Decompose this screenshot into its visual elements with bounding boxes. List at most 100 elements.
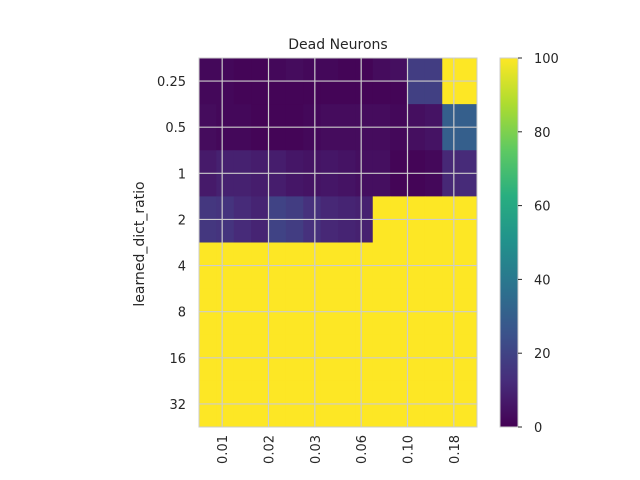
heatmap-cell bbox=[268, 403, 287, 428]
heatmap-cell bbox=[285, 104, 304, 128]
heatmap-cell bbox=[390, 403, 408, 428]
heatmap-cell bbox=[251, 288, 269, 313]
heatmap-cell bbox=[355, 150, 374, 174]
heatmap-cell bbox=[251, 58, 269, 82]
heatmap-cell bbox=[320, 150, 339, 174]
heatmap-cell bbox=[355, 334, 374, 359]
heatmap-cell bbox=[442, 104, 461, 128]
heatmap-cell bbox=[199, 311, 217, 336]
heatmap-cell bbox=[216, 58, 235, 82]
heatmap-cell bbox=[251, 403, 269, 428]
heatmap-cell bbox=[407, 380, 426, 405]
heatmap-cell bbox=[285, 357, 304, 382]
heatmap-cell bbox=[459, 288, 478, 313]
heatmap-cell bbox=[251, 173, 269, 197]
heatmap-cell bbox=[424, 334, 443, 359]
heatmap-cell bbox=[338, 127, 356, 151]
heatmap-cell bbox=[320, 357, 339, 382]
heatmap-cell bbox=[216, 334, 235, 359]
heatmap-cell bbox=[424, 357, 443, 382]
heatmap-cell bbox=[216, 196, 235, 220]
heatmap-cell bbox=[216, 357, 235, 382]
heatmap-cell bbox=[407, 357, 426, 382]
heatmap-cell bbox=[285, 380, 304, 405]
heatmap-cell bbox=[285, 334, 304, 359]
heatmap-cell bbox=[268, 150, 287, 174]
heatmap-cell bbox=[233, 265, 252, 290]
heatmap-cell bbox=[216, 150, 235, 174]
heatmap-cell bbox=[320, 311, 339, 336]
heatmap-cell bbox=[233, 127, 252, 151]
heatmap-cell bbox=[459, 242, 478, 266]
heatmap-cell bbox=[233, 81, 252, 105]
heatmap-cell bbox=[459, 58, 478, 82]
heatmap-cell bbox=[355, 380, 374, 405]
heatmap-cell bbox=[424, 81, 443, 105]
heatmap-cell bbox=[372, 242, 391, 266]
heatmap-cell bbox=[251, 219, 269, 243]
heatmap-cell bbox=[199, 127, 217, 151]
y-tick-label: 16 bbox=[169, 352, 186, 367]
heatmap-cell bbox=[199, 81, 217, 105]
heatmap-cell bbox=[251, 81, 269, 105]
heatmap-cell bbox=[303, 58, 322, 82]
heatmap-cell bbox=[233, 357, 252, 382]
y-tick-label: 0.5 bbox=[165, 121, 186, 136]
heatmap-cell bbox=[424, 150, 443, 174]
heatmap-cell bbox=[372, 173, 391, 197]
grid-lines bbox=[199, 58, 477, 427]
heatmap-cell bbox=[268, 380, 287, 405]
heatmap-cell bbox=[372, 196, 391, 220]
x-tick-label: 0.01 bbox=[216, 435, 231, 464]
heatmap-cell bbox=[303, 265, 322, 290]
heatmap-cell bbox=[407, 334, 426, 359]
heatmap-cell bbox=[355, 81, 374, 105]
heatmap-cell bbox=[303, 196, 322, 220]
heatmap-cell bbox=[233, 150, 252, 174]
heatmap-cell bbox=[303, 150, 322, 174]
colorbar-tick-label: 20 bbox=[534, 347, 551, 362]
heatmap-cell bbox=[372, 334, 391, 359]
heatmap-cell bbox=[424, 380, 443, 405]
heatmap-cell bbox=[459, 219, 478, 243]
heatmap-cell bbox=[459, 81, 478, 105]
heatmap-cell bbox=[268, 288, 287, 313]
heatmap-cell bbox=[268, 357, 287, 382]
heatmap-cell bbox=[216, 219, 235, 243]
heatmap-cell bbox=[442, 357, 461, 382]
heatmap-cell bbox=[285, 127, 304, 151]
heatmap-cell bbox=[233, 104, 252, 128]
heatmap-cell bbox=[424, 311, 443, 336]
heatmap-cell bbox=[285, 81, 304, 105]
colorbar-tick-label: 0 bbox=[534, 421, 542, 436]
heatmap-cell bbox=[355, 311, 374, 336]
heatmap-cell bbox=[442, 81, 461, 105]
heatmap-cell bbox=[285, 242, 304, 266]
heatmap-cell bbox=[390, 357, 408, 382]
heatmap-cell bbox=[303, 127, 322, 151]
heatmap-cell bbox=[372, 150, 391, 174]
heatmap-cell bbox=[285, 219, 304, 243]
heatmap-cell bbox=[233, 173, 252, 197]
heatmap-cell bbox=[251, 150, 269, 174]
x-tick-label: 0.18 bbox=[448, 435, 463, 464]
heatmap-cell bbox=[268, 219, 287, 243]
heatmap-cell bbox=[251, 242, 269, 266]
heatmap-cell bbox=[355, 219, 374, 243]
heatmap-cell bbox=[459, 334, 478, 359]
heatmap-cell bbox=[424, 242, 443, 266]
heatmap-cell bbox=[442, 242, 461, 266]
heatmap-cell bbox=[268, 173, 287, 197]
heatmap-cell bbox=[303, 173, 322, 197]
heatmap-cell bbox=[251, 334, 269, 359]
heatmap-cell bbox=[268, 242, 287, 266]
heatmap-cell bbox=[442, 334, 461, 359]
heatmap-cell bbox=[442, 173, 461, 197]
heatmap-cell bbox=[390, 288, 408, 313]
heatmap-cell bbox=[355, 104, 374, 128]
heatmap-cell bbox=[390, 127, 408, 151]
heatmap-cell bbox=[442, 311, 461, 336]
heatmap-cell bbox=[459, 104, 478, 128]
heatmap-cell bbox=[459, 357, 478, 382]
heatmap-cell bbox=[407, 288, 426, 313]
